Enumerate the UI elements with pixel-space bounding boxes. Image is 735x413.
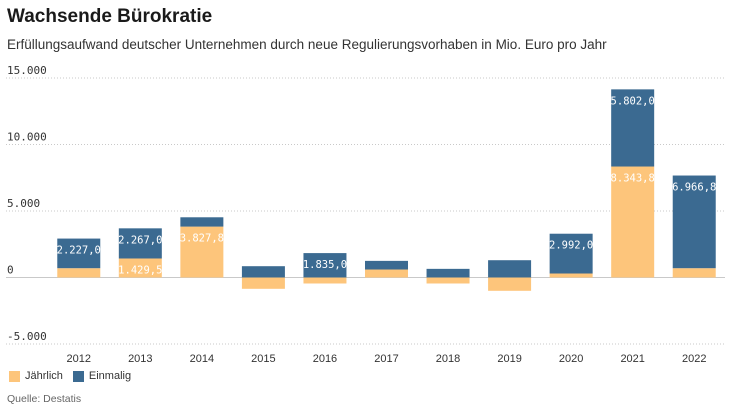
x-tick-label: 2014 (190, 353, 214, 365)
legend-swatch-jaehrlich (9, 370, 20, 382)
data-label-jaehrlich: 1.429,5 (118, 264, 162, 276)
data-label-einmalig: 5.802,0 (611, 95, 655, 107)
y-tick-label: 15.000 (7, 64, 47, 77)
bar-einmalig-2015 (241, 266, 285, 278)
bar-jaehrlich-2017 (365, 269, 408, 278)
bar-einmalig-2013 (118, 228, 162, 259)
bar-jaehrlich-2019 (488, 277, 532, 291)
bar-jaehrlich-2016 (303, 277, 347, 284)
data-label-einmalig: 6.966,8 (672, 182, 716, 194)
data-label-jaehrlich: 8.343,8 (611, 173, 655, 185)
x-tick-label: 2019 (497, 353, 521, 365)
bar-jaehrlich-2015 (241, 277, 285, 289)
x-tick-label: 2013 (128, 353, 152, 365)
bar-einmalig-2014 (180, 217, 224, 227)
x-tick-label: 2018 (436, 353, 460, 365)
y-tick-label: -5.000 (7, 330, 47, 343)
bar-jaehrlich-2012 (57, 268, 101, 278)
bar-einmalig-2016 (303, 253, 347, 278)
x-tick-label: 2020 (559, 353, 583, 365)
bar-jaehrlich-2018 (426, 277, 470, 284)
bar-einmalig-2018 (426, 268, 470, 278)
data-label-jaehrlich: 3.827,8 (180, 233, 224, 245)
bar-einmalig-2017 (365, 260, 408, 270)
bar-jaehrlich-2022 (672, 268, 716, 278)
source-note: Quelle: Destatis (7, 393, 82, 405)
x-tick-label: 2016 (313, 353, 337, 365)
bar-einmalig-2021 (611, 89, 655, 167)
data-label-einmalig: 2.267,0 (118, 234, 162, 246)
x-tick-label: 2017 (374, 353, 398, 365)
bar-jaehrlich-2014 (180, 226, 224, 278)
data-label-einmalig: 2.227,0 (57, 245, 101, 257)
bar-einmalig-2022 (672, 175, 716, 269)
x-tick-label: 2012 (67, 353, 91, 365)
chart-legend: Jährlich Einmalig (9, 370, 141, 382)
legend-swatch-einmalig (72, 370, 84, 382)
x-tick-label: 2022 (682, 353, 706, 365)
x-tick-label: 2021 (620, 353, 644, 365)
bar-jaehrlich-2021 (611, 166, 655, 278)
chart-subtitle: Erfüllungsaufwand deutscher Unternehmen … (7, 37, 607, 52)
y-tick-label: 10.000 (7, 131, 47, 144)
bar-jaehrlich-2013 (118, 258, 162, 278)
x-tick-label: 2015 (251, 353, 275, 365)
bar-einmalig-2012 (57, 238, 101, 269)
legend-label-jaehrlich: Jährlich (25, 370, 63, 382)
legend-item-einmalig: Einmalig (72, 370, 132, 382)
y-tick-label: 0 (7, 264, 14, 277)
legend-label-einmalig: Einmalig (88, 370, 132, 382)
bar-jaehrlich-2020 (549, 273, 593, 278)
legend-item-jaehrlich: Jährlich (9, 370, 63, 382)
data-label-einmalig: 1.835,0 (303, 259, 347, 271)
bar-einmalig-2020 (549, 233, 593, 274)
chart-title: Wachsende Bürokratie (7, 6, 213, 27)
y-tick-label: 5.000 (7, 197, 40, 210)
bar-einmalig-2019 (488, 260, 532, 278)
data-label-einmalig: 2.992,0 (549, 240, 593, 252)
